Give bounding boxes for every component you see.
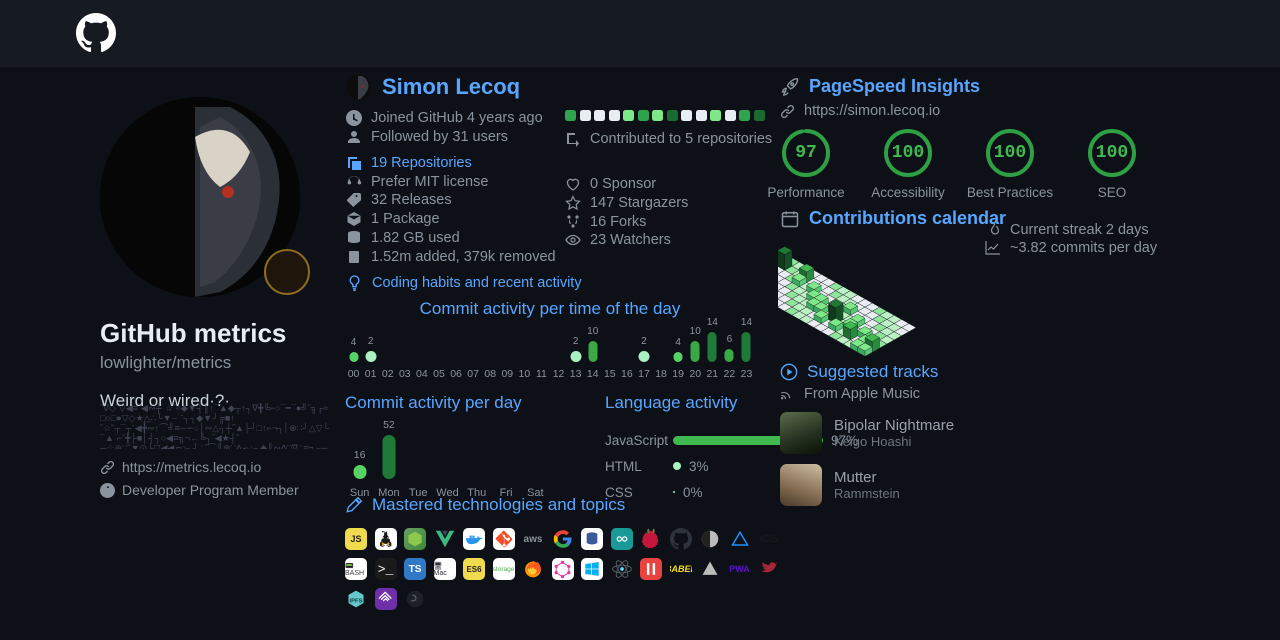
svg-text:IPFS: IPFS [350, 598, 363, 604]
